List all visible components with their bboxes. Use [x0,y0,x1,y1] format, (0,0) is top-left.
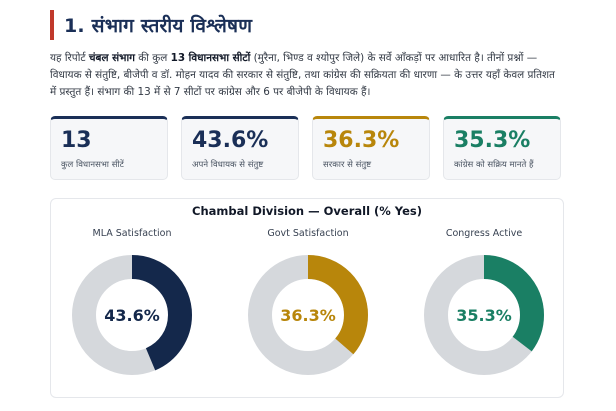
donut-value-label: 35.3% [456,305,512,325]
stat-cards: 13 कुल विधानसभा सीटें 43.6% अपने विधायक … [50,116,564,182]
stat-card-mla: 43.6% अपने विधायक से संतुष्ट [181,116,299,180]
intro-bold-seats: 13 विधानसभा सीटों [170,52,251,64]
donut-series-name: Govt Satisfaction [267,228,349,239]
donut-svg [72,255,192,375]
donut-svg [424,255,544,375]
intro-bold-division: चंबल संभाग [88,52,135,64]
stat-label: कुल विधानसभा सीटें [61,160,124,170]
intro-text-2: की कुल [135,52,171,64]
donut-congress: Congress Active 35.3% [409,227,559,392]
intro-text-3: (मुरैना, भिण्ड व श्योपुर जिले) के सर्वे … [50,52,555,98]
donut-series-name: MLA Satisfaction [92,228,172,239]
stat-card-congress: 35.3% कांग्रेस को सक्रिय मानते हैं [443,116,561,180]
donut-value-label: 43.6% [104,305,160,325]
stat-value: 43.6% [192,128,269,153]
donut-chart-panel: Chambal Division — Overall (% Yes) MLA S… [50,198,564,398]
section-heading: 1. संभाग स्तरीय विश्लेषण [50,10,252,40]
stat-card-govt: 36.3% सरकार से संतुष्ट [312,116,430,180]
donut-svg [248,255,368,375]
stat-value: 36.3% [323,128,400,153]
stat-value: 13 [61,128,92,153]
donut-mla: MLA Satisfaction 43.6% [57,227,207,392]
donut-govt: Govt Satisfaction 36.3% [233,227,383,392]
intro-text-1: यह रिपोर्ट [50,52,89,64]
donut-series-name: Congress Active [445,228,523,239]
stat-label: सरकार से संतुष्ट [323,160,372,170]
donut-value-arc [424,255,544,375]
donut-value-arc [248,255,368,375]
stat-value: 35.3% [454,128,531,153]
donut-value-label: 36.3% [280,305,336,325]
donut-value-arc [72,255,192,375]
chart-title: Chambal Division — Overall (% Yes) [192,204,422,218]
stat-card-seats: 13 कुल विधानसभा सीटें [50,116,168,180]
intro-paragraph: यह रिपोर्ट चंबल संभाग की कुल 13 विधानसभा… [50,50,564,101]
section-title: 1. संभाग स्तरीय विश्लेषण [64,15,253,37]
stat-label: अपने विधायक से संतुष्ट [192,160,264,170]
stat-label: कांग्रेस को सक्रिय मानते हैं [454,160,534,170]
